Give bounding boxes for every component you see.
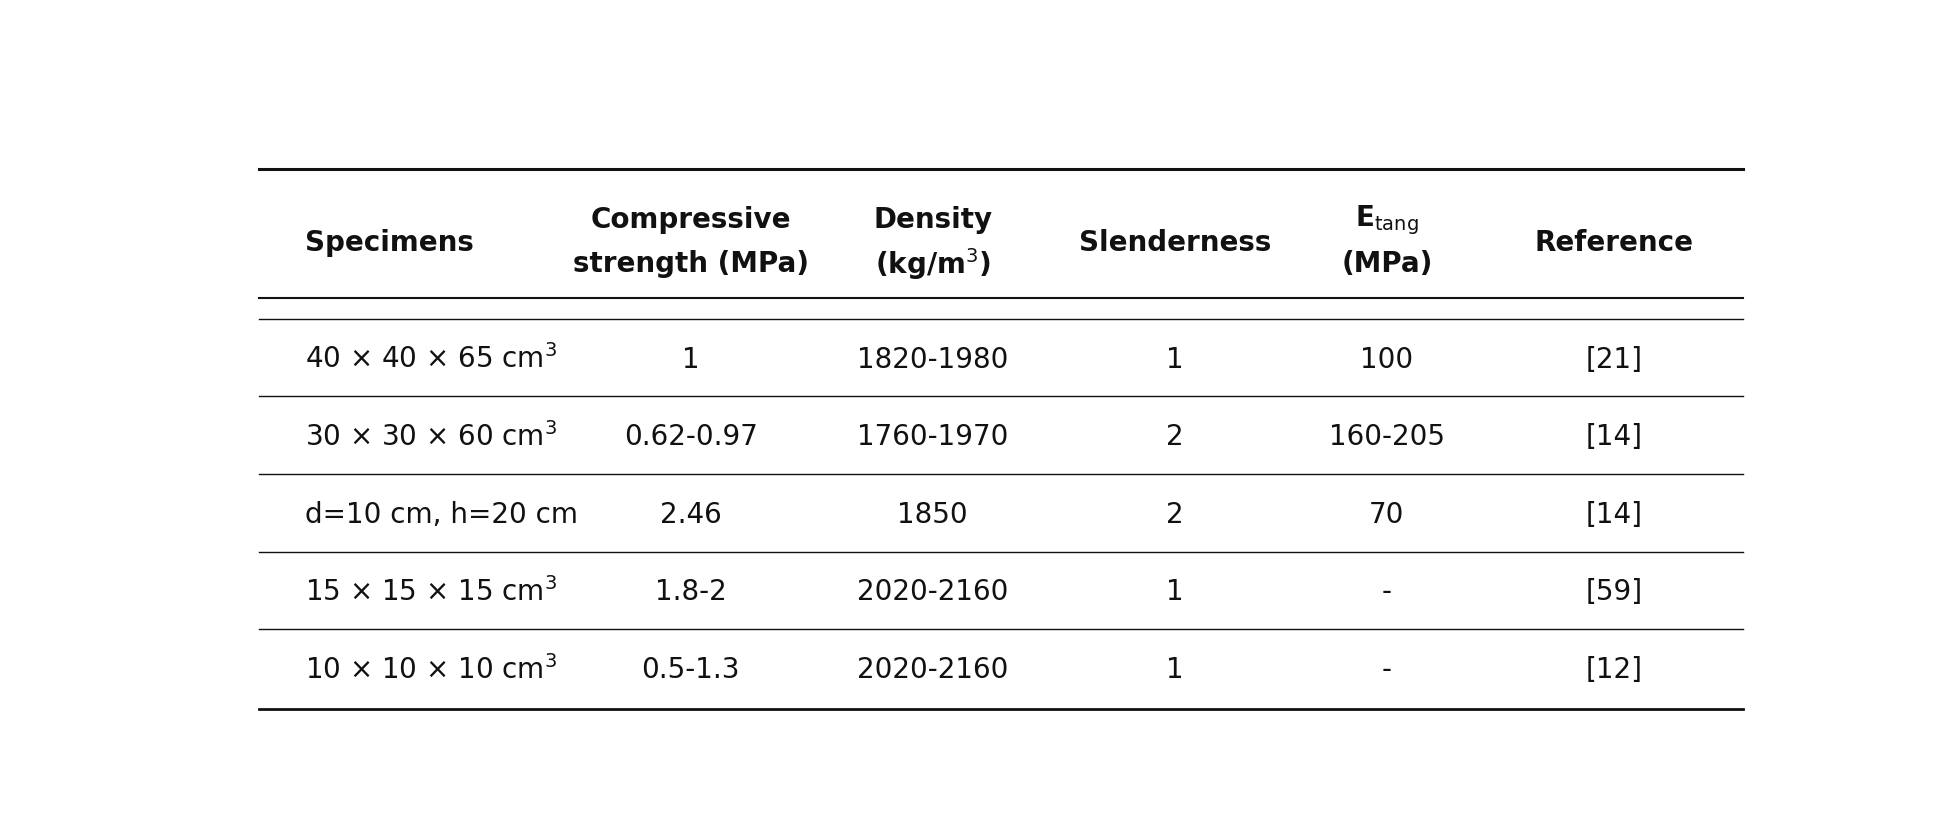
Text: -: -: [1383, 579, 1392, 606]
Text: 1760-1970: 1760-1970: [857, 423, 1008, 451]
Text: Density: Density: [873, 207, 992, 234]
Text: Compressive: Compressive: [590, 207, 791, 234]
Text: 2: 2: [1166, 501, 1184, 528]
Text: [59]: [59]: [1586, 579, 1642, 606]
Text: 10 × 10 × 10 cm$^3$: 10 × 10 × 10 cm$^3$: [305, 655, 557, 685]
Text: 2020-2160: 2020-2160: [857, 579, 1008, 606]
Text: [21]: [21]: [1586, 345, 1642, 374]
Text: 30 × 30 × 60 cm$^3$: 30 × 30 × 60 cm$^3$: [305, 423, 557, 452]
Text: 1.8-2: 1.8-2: [654, 579, 727, 606]
Text: 100: 100: [1361, 345, 1414, 374]
Text: 2.46: 2.46: [660, 501, 721, 528]
Text: 2020-2160: 2020-2160: [857, 656, 1008, 684]
Text: [14]: [14]: [1586, 423, 1642, 451]
Text: 1: 1: [1166, 579, 1184, 606]
Text: -: -: [1383, 656, 1392, 684]
Text: (MPa): (MPa): [1342, 249, 1434, 278]
Text: d=10 cm, h=20 cm: d=10 cm, h=20 cm: [305, 501, 578, 528]
Text: [14]: [14]: [1586, 501, 1642, 528]
Text: 70: 70: [1369, 501, 1404, 528]
Text: [12]: [12]: [1586, 656, 1642, 684]
Text: 2: 2: [1166, 423, 1184, 451]
Text: (kg/m$^3$): (kg/m$^3$): [875, 246, 990, 281]
Text: strength (MPa): strength (MPa): [572, 249, 809, 278]
Text: Specimens: Specimens: [305, 229, 473, 257]
Text: 1850: 1850: [898, 501, 969, 528]
Text: 160-205: 160-205: [1328, 423, 1445, 451]
Text: 1: 1: [1166, 656, 1184, 684]
Text: 1820-1980: 1820-1980: [857, 345, 1008, 374]
Text: 0.62-0.97: 0.62-0.97: [623, 423, 758, 451]
Text: 40 × 40 × 65 cm$^3$: 40 × 40 × 65 cm$^3$: [305, 344, 557, 375]
Text: E$_{\mathrm{tang}}$: E$_{\mathrm{tang}}$: [1355, 203, 1418, 237]
Text: Reference: Reference: [1535, 229, 1693, 257]
Text: Slenderness: Slenderness: [1078, 229, 1271, 257]
Text: 1: 1: [682, 345, 699, 374]
Text: 1: 1: [1166, 345, 1184, 374]
Text: 15 × 15 × 15 cm$^3$: 15 × 15 × 15 cm$^3$: [305, 577, 557, 607]
Text: 0.5-1.3: 0.5-1.3: [641, 656, 740, 684]
